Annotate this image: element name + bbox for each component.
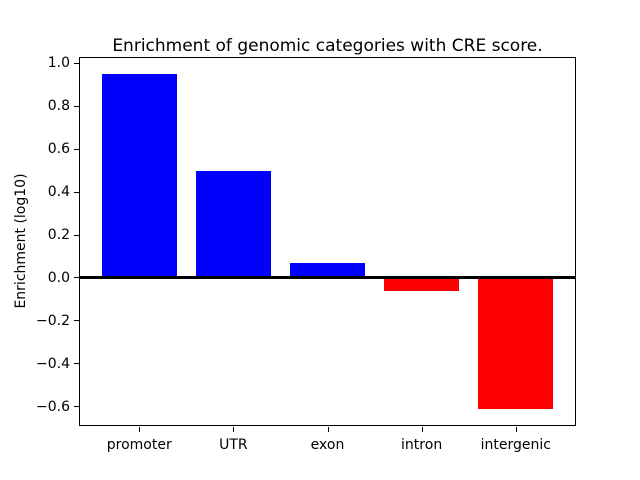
y-tick-mark	[74, 105, 79, 107]
y-tick-label: 0.4	[47, 184, 70, 201]
x-tick-label: intergenic	[480, 437, 551, 453]
y-tick-mark	[74, 320, 79, 322]
y-tick-label: −0.6	[36, 398, 70, 415]
y-tick-label: −0.4	[36, 355, 70, 372]
y-tick-label: 1.0	[47, 55, 70, 72]
y-tick-mark	[74, 363, 79, 365]
bar-intergenic	[478, 277, 554, 409]
bar-UTR	[195, 170, 272, 278]
x-tick-mark	[515, 427, 517, 432]
x-tick-label: UTR	[219, 437, 248, 453]
y-tick-mark	[74, 234, 79, 236]
y-tick-label: −0.2	[36, 312, 70, 329]
zero-line	[79, 276, 576, 280]
x-tick-mark	[421, 427, 423, 432]
y-tick-mark	[74, 277, 79, 279]
y-tick-mark	[74, 406, 79, 408]
bar-promoter	[101, 74, 177, 278]
x-tick-label: intron	[401, 437, 443, 453]
bar-intron	[383, 277, 460, 291]
x-tick-mark	[327, 427, 329, 432]
y-tick-label: 0.6	[47, 141, 70, 158]
chart-title: Enrichment of genomic categories with CR…	[112, 36, 543, 56]
x-tick-mark	[233, 427, 235, 432]
y-tick-label: 0.0	[47, 269, 70, 286]
y-tick-mark	[74, 62, 79, 64]
y-tick-label: 0.2	[47, 227, 70, 244]
y-tick-mark	[74, 148, 79, 150]
x-tick-label: promoter	[106, 437, 172, 453]
bar-exon	[289, 262, 366, 278]
y-tick-mark	[74, 191, 79, 193]
x-tick-label: exon	[310, 437, 345, 453]
x-tick-mark	[139, 427, 141, 432]
y-tick-label: 0.8	[47, 98, 70, 115]
